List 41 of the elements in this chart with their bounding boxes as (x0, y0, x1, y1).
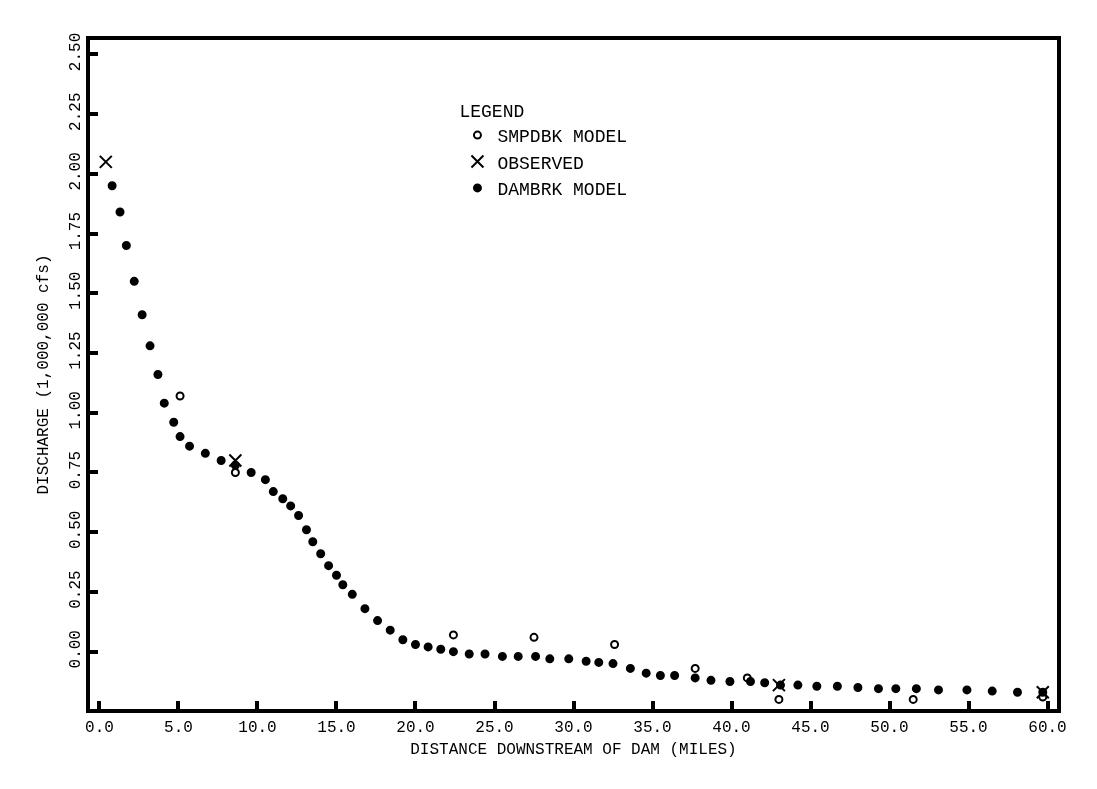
point (690, 663, 700, 673)
x-axis-title: DISTANCE DOWNSTREAM OF DAM (MILES) (410, 741, 737, 760)
x-tick-label: 45.0 (791, 719, 830, 738)
x-tick-label: 10.0 (238, 719, 277, 738)
point (448, 630, 458, 640)
x-tick-label: 30.0 (554, 719, 593, 738)
y-tick-label: 0.25 (66, 570, 85, 609)
point (228, 453, 243, 468)
x-tick-label: 0.0 (85, 719, 114, 738)
point (771, 678, 786, 693)
legend-label: SMPDBK MODEL (497, 127, 628, 148)
y-tick-label: 0.00 (66, 630, 85, 669)
x-tick-label: 55.0 (949, 719, 988, 738)
point (774, 694, 784, 704)
point (908, 694, 918, 704)
x-tick-label: 15.0 (317, 719, 356, 738)
x-tick-label: 5.0 (164, 719, 193, 738)
x-tick-label: 50.0 (870, 719, 909, 738)
x-tick-label: 60.0 (1028, 719, 1067, 738)
y-tick-label: 2.50 (66, 32, 85, 72)
point (98, 154, 113, 169)
y-tick-label: 0.50 (66, 510, 85, 549)
y-tick-label: 1.00 (66, 391, 85, 430)
point (175, 391, 185, 401)
point (610, 639, 620, 649)
y-tick-label: 1.75 (66, 211, 85, 251)
x-tick-label: 20.0 (396, 719, 435, 738)
point (742, 673, 752, 683)
legend-label: OBSERVED (497, 153, 584, 174)
legend-label: DAMBRK MODEL (497, 179, 628, 200)
legend-title: LEGEND (459, 101, 525, 122)
x-tick-label: 25.0 (475, 719, 514, 738)
x-tick-label: 40.0 (712, 719, 751, 738)
y-tick-label: 1.25 (66, 331, 85, 370)
y-tick-label: 0.75 (66, 450, 85, 490)
y-axis-title: DISCHARGE (1,000,000 cfs) (35, 254, 53, 495)
point (529, 632, 539, 642)
x-tick-label: 35.0 (633, 719, 672, 738)
y-tick-label: 2.25 (66, 92, 85, 131)
y-tick-label: 1.50 (66, 271, 85, 311)
y-tick-label: 2.00 (66, 152, 85, 191)
